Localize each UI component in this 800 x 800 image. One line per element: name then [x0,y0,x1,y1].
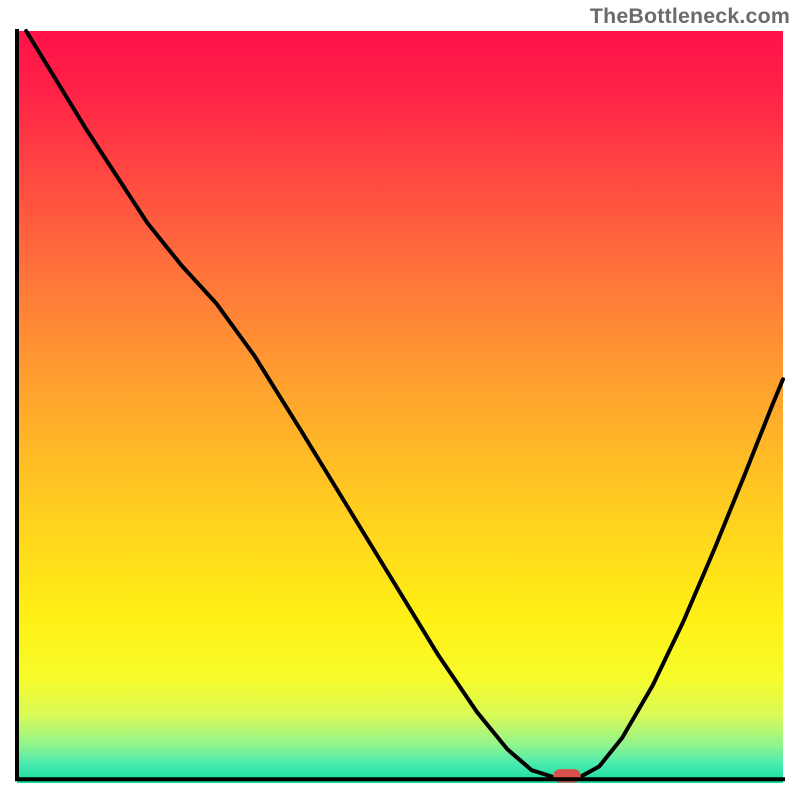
watermark-text: TheBottleneck.com [590,4,790,29]
chart-stage: TheBottleneck.com [0,0,800,800]
gradient-background [17,31,783,783]
chart-svg [0,0,800,800]
